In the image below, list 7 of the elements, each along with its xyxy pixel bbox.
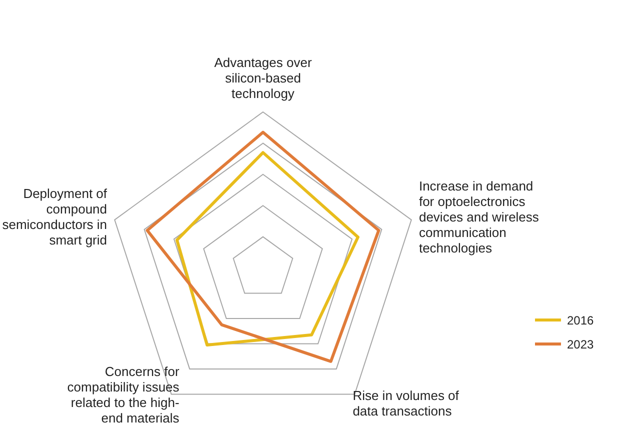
legend-label: 2016 [567, 314, 594, 328]
spoke-label: Increase in demand for optoelectronics devices and wireless communication technologies [418, 178, 540, 256]
spoke-label: Advantages over silicon-based technology [214, 55, 312, 101]
spoke-label: Deployment of compound semiconductors in smart grid [2, 186, 108, 248]
spoke-label: Concerns for compatibility issues related to the high-end materials [67, 364, 180, 426]
legend-label: 2023 [567, 338, 594, 352]
spoke-label: Rise in volumes of data transactions [352, 388, 460, 419]
